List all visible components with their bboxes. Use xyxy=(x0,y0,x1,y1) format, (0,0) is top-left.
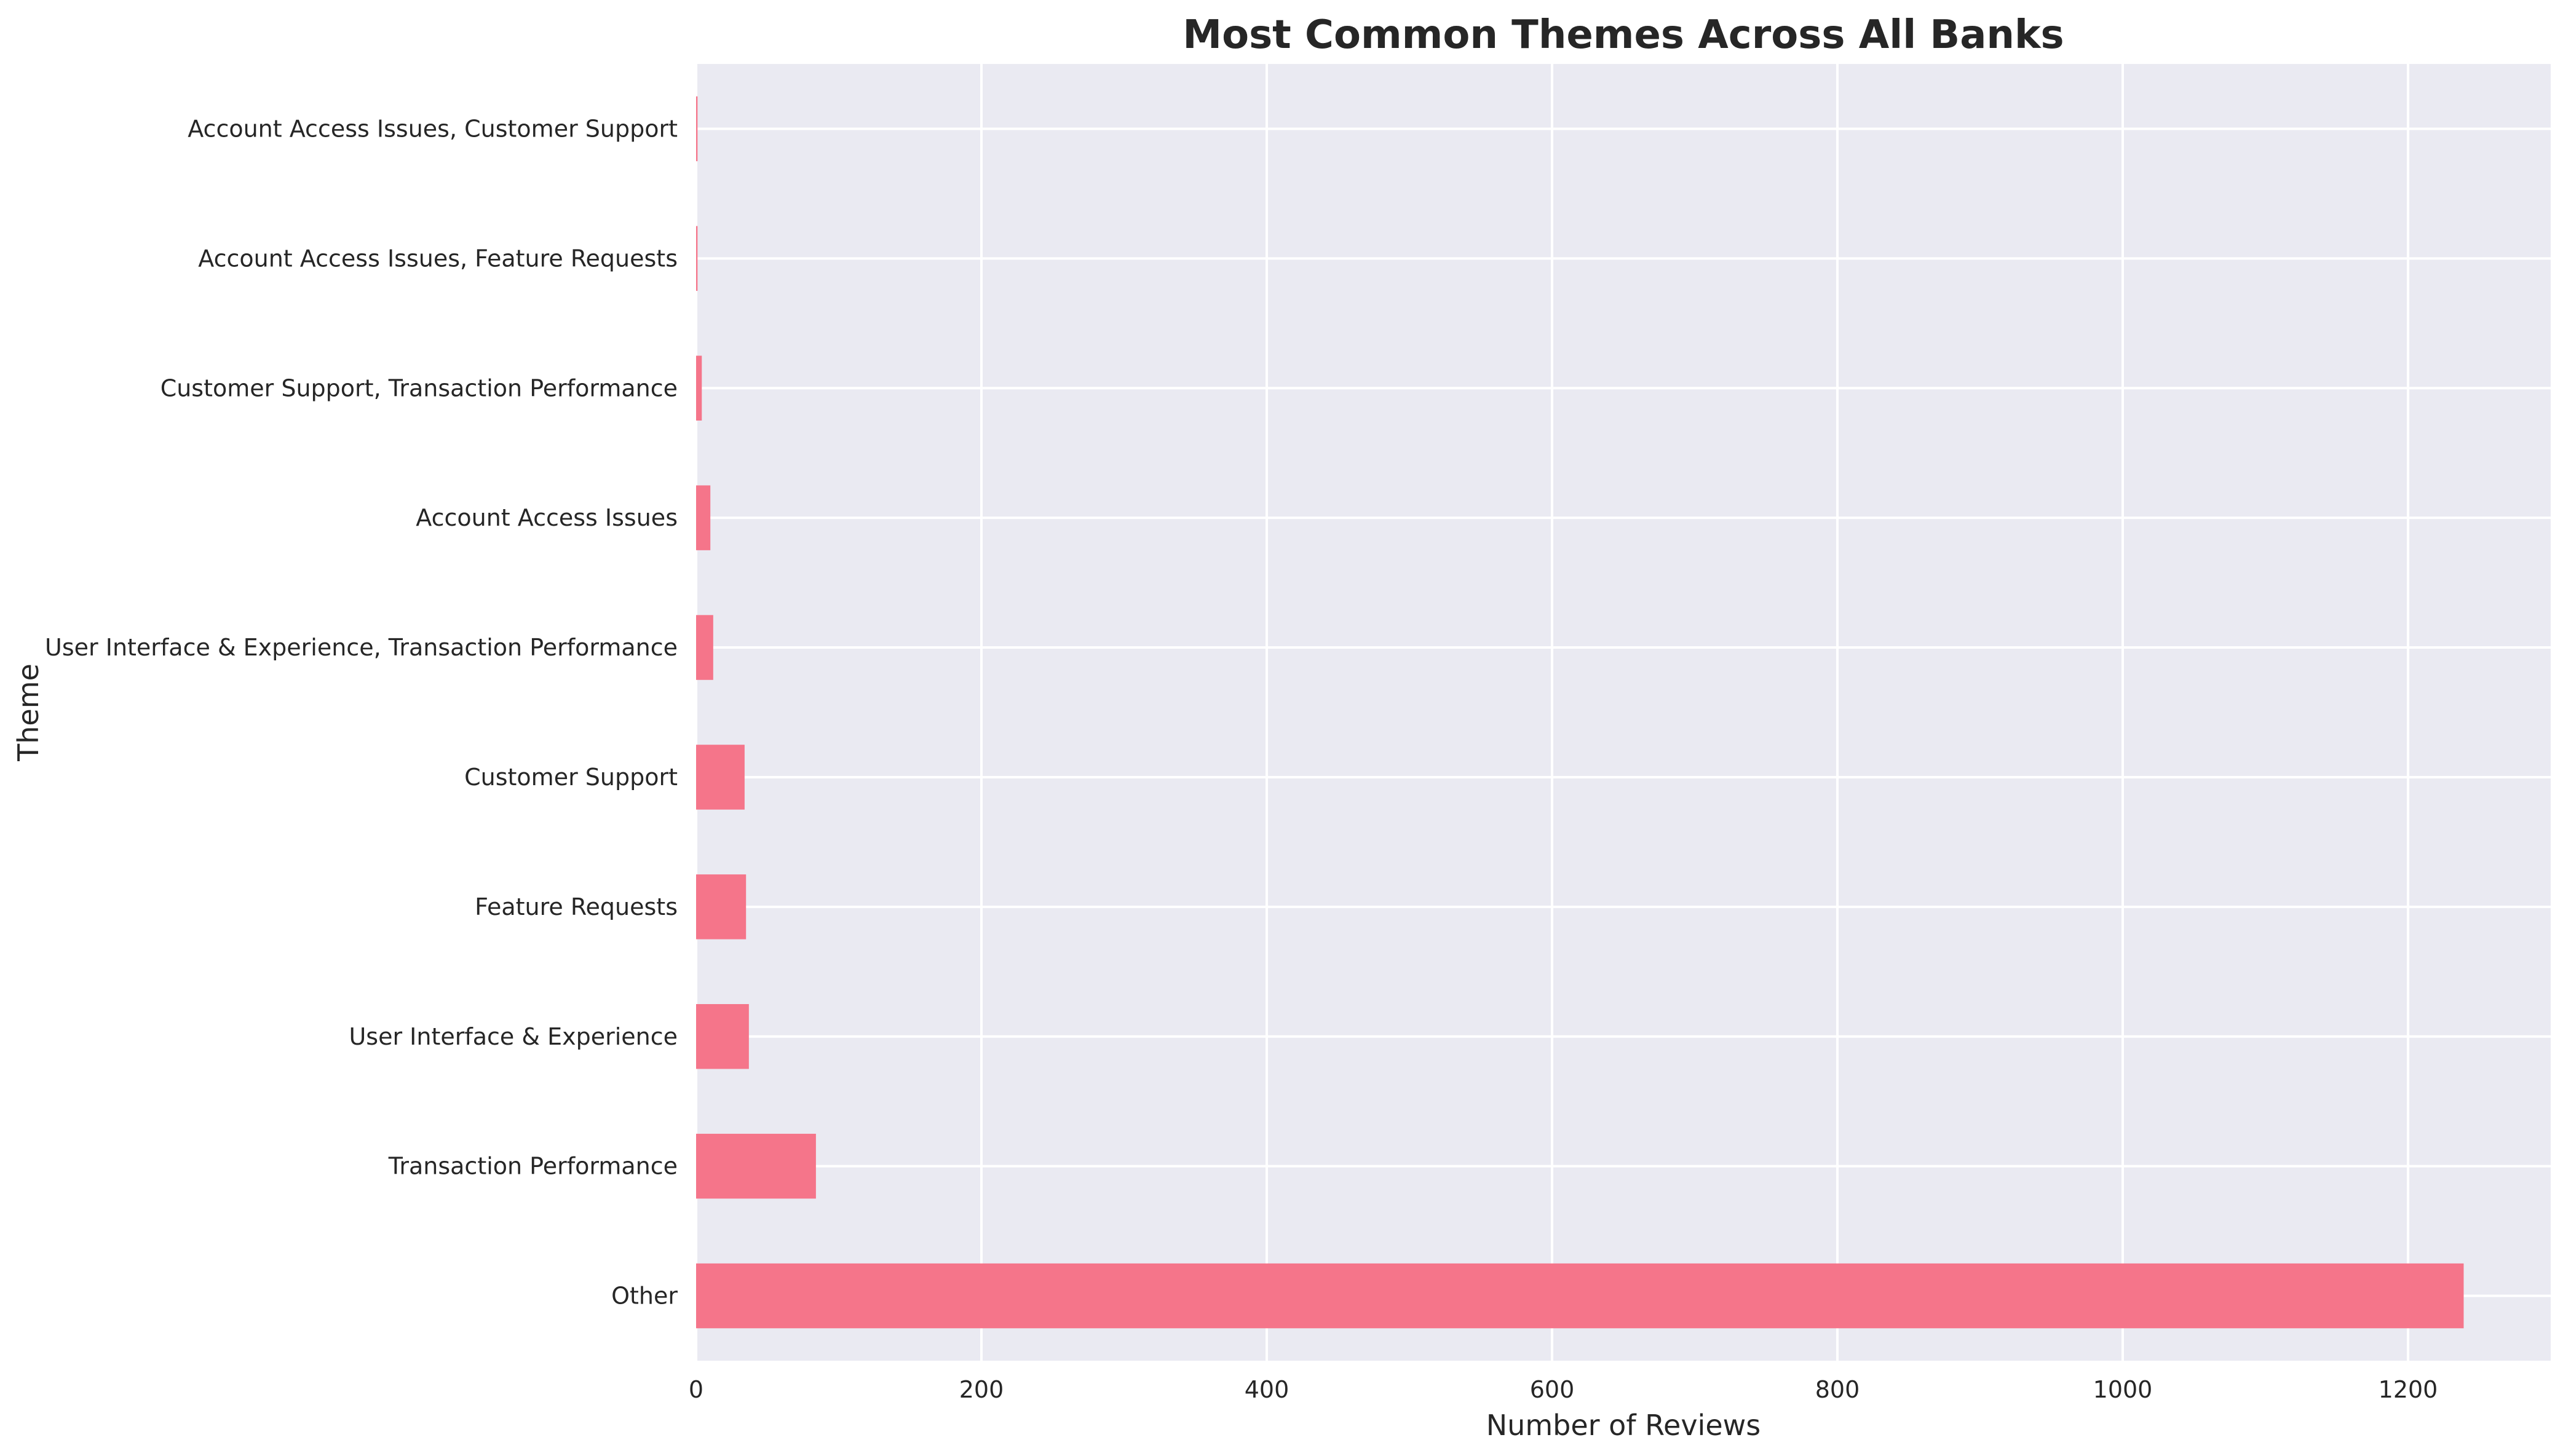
y-tick-label: Feature Requests xyxy=(475,893,678,920)
bar xyxy=(696,1263,2464,1329)
y-tick-label: Account Access Issues, Customer Support xyxy=(188,115,678,142)
x-tick-labels: 0 200 400 600 800 1000 1200 xyxy=(689,1376,2438,1403)
y-tick-label: Account Access Issues, Feature Requests xyxy=(198,245,678,272)
bar xyxy=(696,226,698,291)
x-tick-label: 600 xyxy=(1530,1376,1575,1403)
x-tick-label: 0 xyxy=(689,1376,703,1403)
bar xyxy=(696,355,702,421)
bar xyxy=(696,1133,816,1199)
y-tick-label: User Interface & Experience xyxy=(349,1023,678,1050)
bar xyxy=(696,96,698,162)
x-tick-label: 1200 xyxy=(2379,1376,2438,1403)
x-axis-label: Number of Reviews xyxy=(1486,1409,1761,1442)
y-tick-label: User Interface & Experience, Transaction… xyxy=(45,634,678,661)
y-axis-label: Theme xyxy=(12,663,45,762)
bar xyxy=(696,615,713,680)
x-tick-label: 1000 xyxy=(2093,1376,2153,1403)
x-tick-label: 200 xyxy=(959,1376,1004,1403)
bar xyxy=(696,745,745,810)
y-tick-label: Customer Support, Transaction Performanc… xyxy=(160,374,678,402)
plot-area xyxy=(696,64,2551,1361)
bars xyxy=(696,96,2464,1329)
bar xyxy=(696,874,747,940)
y-tick-labels: Other Transaction Performance User Interfa… xyxy=(45,115,678,1309)
x-tick-label: 800 xyxy=(1815,1376,1860,1403)
y-tick-label: Transaction Performance xyxy=(388,1153,678,1180)
bar xyxy=(696,1004,749,1069)
y-tick-label: Account Access Issues xyxy=(416,504,678,531)
bar xyxy=(696,485,711,550)
y-tick-label: Customer Support xyxy=(464,764,678,791)
chart-title: Most Common Themes Across All Banks xyxy=(1182,12,2064,58)
x-tick-label: 400 xyxy=(1245,1376,1289,1403)
y-tick-label: Other xyxy=(611,1283,678,1310)
